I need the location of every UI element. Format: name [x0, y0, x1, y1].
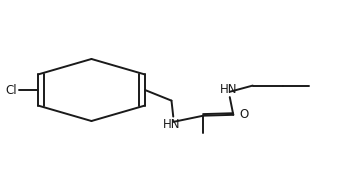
Text: HN: HN — [220, 83, 237, 96]
Text: Cl: Cl — [5, 84, 17, 96]
Text: O: O — [240, 108, 249, 121]
Text: HN: HN — [163, 118, 180, 131]
